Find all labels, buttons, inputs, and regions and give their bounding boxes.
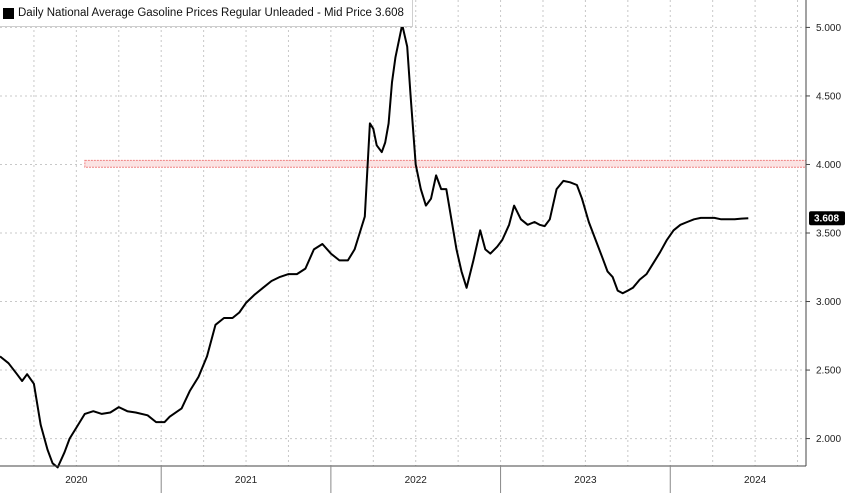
y-tick-label: 4.000 bbox=[816, 160, 841, 171]
x-tick-label: 2023 bbox=[574, 475, 597, 486]
y-tick-label: 2.500 bbox=[816, 366, 841, 377]
legend-last-value: 3.608 bbox=[375, 7, 404, 19]
y-tick-label: 2.000 bbox=[816, 434, 841, 445]
y-axis-ticks: 2.000 2.500 3.000 3.500 4.000 4.500 5.000 bbox=[806, 23, 841, 445]
legend-swatch bbox=[3, 7, 14, 19]
x-tick-label: 2021 bbox=[235, 475, 258, 486]
x-tick-label: 2020 bbox=[65, 475, 88, 486]
legend: Daily National Average Gasoline Prices R… bbox=[0, 0, 413, 27]
y-tick-label: 3.500 bbox=[816, 229, 841, 240]
y-tick-label: 3.000 bbox=[816, 297, 841, 308]
y-tick-label: 5.000 bbox=[816, 23, 841, 34]
x-tick-label: 2022 bbox=[405, 475, 428, 486]
x-tick-label: 2024 bbox=[744, 475, 767, 486]
last-value-badge-text: 3.608 bbox=[814, 214, 839, 225]
highlight-band-4000 bbox=[84, 159, 807, 168]
last-value-badge-bg bbox=[809, 211, 845, 226]
y-tick-label: 4.500 bbox=[816, 91, 841, 102]
legend-label: Daily National Average Gasoline Prices R… bbox=[18, 7, 404, 19]
last-value-badge: 3.608 bbox=[809, 211, 845, 226]
x-axis-ticks: 2020 2021 2022 2023 2024 bbox=[65, 466, 767, 493]
grid-layer bbox=[0, 0, 806, 466]
legend-series-name: Daily National Average Gasoline Prices R… bbox=[18, 7, 372, 19]
series-line-gasoline-price bbox=[0, 23, 749, 469]
